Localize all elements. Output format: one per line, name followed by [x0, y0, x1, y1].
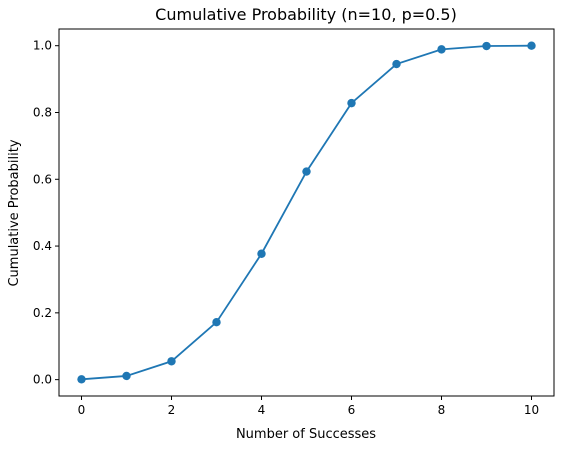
chart-title: Cumulative Probability (n=10, p=0.5): [155, 5, 457, 24]
series-layer: [77, 41, 536, 384]
x-axis-label: Number of Successes: [236, 427, 376, 442]
y-tick-label: 0.0: [33, 373, 52, 387]
data-point: [527, 41, 536, 50]
x-tick-label: 10: [524, 403, 539, 417]
data-point: [77, 375, 86, 384]
series-line: [81, 44, 532, 381]
x-axis: 0 2 4 6 8 10: [78, 396, 539, 417]
x-tick-label: 2: [168, 403, 176, 417]
y-tick-label: 0.2: [33, 306, 52, 320]
y-tick-label: 0.4: [33, 239, 52, 253]
y-tick-label: 0.8: [33, 105, 52, 119]
data-point: [302, 167, 311, 176]
y-axis: 0.0 0.2 0.4 0.6 0.8 1.0: [33, 39, 59, 387]
y-tick-label: 1.0: [33, 39, 52, 53]
y-axis-label: Cumulative Probability: [7, 139, 22, 286]
data-point: [347, 98, 356, 108]
data-point: [167, 357, 176, 366]
data-point: [392, 59, 401, 69]
plot-frame: [58, 28, 555, 397]
x-tick-label: 6: [348, 403, 356, 417]
x-tick-label: 8: [438, 403, 446, 417]
y-tick-label: 0.6: [33, 172, 52, 186]
data-point: [437, 45, 446, 54]
data-point: [482, 41, 491, 51]
x-tick-label: 0: [78, 403, 86, 417]
data-point: [122, 371, 131, 381]
x-tick-label: 4: [258, 403, 266, 417]
data-point: [212, 317, 221, 327]
data-point: [257, 249, 266, 258]
